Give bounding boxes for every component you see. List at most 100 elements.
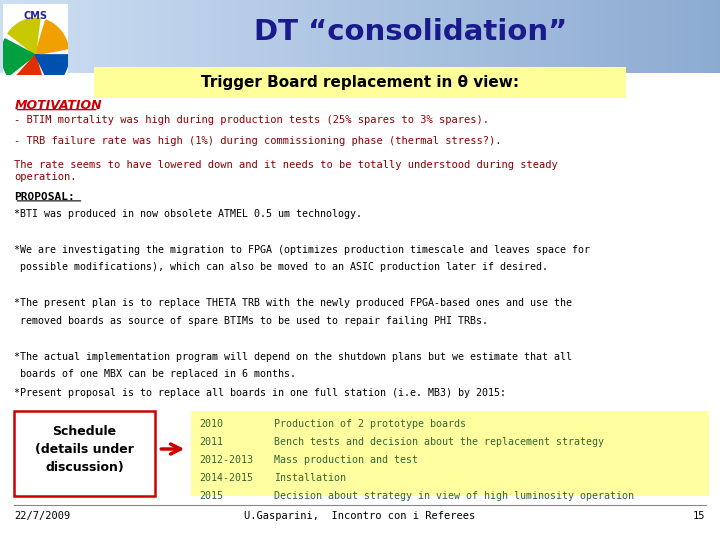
Wedge shape bbox=[1, 39, 35, 76]
Bar bbox=[408, 0, 415, 73]
Bar bbox=[630, 0, 637, 73]
Bar bbox=[558, 0, 565, 73]
Bar bbox=[510, 0, 518, 73]
Bar bbox=[264, 0, 271, 73]
Bar bbox=[180, 0, 187, 73]
Bar bbox=[150, 0, 158, 73]
Text: 15: 15 bbox=[693, 511, 706, 521]
Bar bbox=[690, 0, 698, 73]
Bar bbox=[312, 0, 320, 73]
Bar bbox=[288, 0, 295, 73]
Bar bbox=[96, 0, 104, 73]
Wedge shape bbox=[35, 55, 69, 87]
Text: 2014-2015: 2014-2015 bbox=[199, 473, 253, 483]
Text: Production of 2 prototype boards: Production of 2 prototype boards bbox=[274, 420, 466, 429]
Bar bbox=[432, 0, 439, 73]
Bar bbox=[102, 0, 109, 73]
Bar bbox=[276, 0, 284, 73]
Bar bbox=[618, 0, 626, 73]
Bar bbox=[246, 0, 253, 73]
Bar bbox=[216, 0, 223, 73]
Bar bbox=[516, 0, 523, 73]
Bar bbox=[468, 0, 475, 73]
Bar bbox=[708, 0, 716, 73]
Bar bbox=[30, 0, 37, 73]
Bar bbox=[120, 0, 127, 73]
Bar bbox=[258, 0, 266, 73]
Bar bbox=[672, 0, 680, 73]
Text: - BTIM mortality was high during production tests (25% spares to 3% spares).: - BTIM mortality was high during product… bbox=[14, 115, 490, 125]
Wedge shape bbox=[35, 20, 68, 55]
Bar bbox=[42, 0, 50, 73]
Text: 2015: 2015 bbox=[199, 491, 223, 501]
Bar bbox=[336, 0, 343, 73]
Bar bbox=[498, 0, 505, 73]
Wedge shape bbox=[8, 18, 40, 55]
Text: *The present plan is to replace THETA TRB with the newly produced FPGA-based one: *The present plan is to replace THETA TR… bbox=[14, 298, 572, 308]
Bar bbox=[420, 0, 428, 73]
Bar bbox=[660, 0, 667, 73]
Bar bbox=[678, 0, 685, 73]
Bar bbox=[354, 0, 361, 73]
Bar bbox=[492, 0, 500, 73]
Bar bbox=[606, 0, 613, 73]
Bar bbox=[450, 0, 457, 73]
Bar bbox=[378, 0, 385, 73]
Bar bbox=[252, 0, 259, 73]
Text: Decision about strategy in view of high luminosity operation: Decision about strategy in view of high … bbox=[274, 491, 634, 501]
Bar bbox=[588, 0, 595, 73]
Bar bbox=[168, 0, 176, 73]
Text: Schedule
(details under
discussion): Schedule (details under discussion) bbox=[35, 424, 134, 474]
Bar bbox=[300, 0, 307, 73]
Bar bbox=[156, 0, 163, 73]
Bar bbox=[186, 0, 194, 73]
Bar bbox=[534, 0, 541, 73]
Bar bbox=[642, 0, 649, 73]
Bar bbox=[210, 0, 217, 73]
Text: CMS: CMS bbox=[23, 11, 48, 21]
Bar bbox=[198, 0, 205, 73]
Bar bbox=[144, 0, 151, 73]
Bar bbox=[552, 0, 559, 73]
Bar bbox=[372, 0, 379, 73]
Bar bbox=[528, 0, 536, 73]
Bar bbox=[348, 0, 356, 73]
Bar bbox=[402, 0, 410, 73]
Bar bbox=[192, 0, 199, 73]
Text: removed boards as source of spare BTIMs to be used to repair failing PHI TRBs.: removed boards as source of spare BTIMs … bbox=[14, 316, 488, 326]
Bar bbox=[390, 0, 397, 73]
Bar bbox=[438, 0, 446, 73]
Bar bbox=[174, 0, 181, 73]
Bar bbox=[648, 0, 655, 73]
Text: *Present proposal is to replace all boards in one full station (i.e. MB3) by 201: *Present proposal is to replace all boar… bbox=[14, 388, 506, 399]
Bar bbox=[191, 411, 709, 496]
Bar bbox=[282, 0, 289, 73]
Bar bbox=[564, 0, 572, 73]
Bar bbox=[234, 0, 241, 73]
Bar bbox=[126, 0, 133, 73]
Bar bbox=[456, 0, 464, 73]
Bar bbox=[594, 0, 601, 73]
Text: *BTI was produced in now obsolete ATMEL 0.5 um technology.: *BTI was produced in now obsolete ATMEL … bbox=[14, 209, 362, 219]
Bar bbox=[702, 0, 709, 73]
Bar bbox=[54, 0, 61, 73]
Text: Bench tests and decision about the replacement strategy: Bench tests and decision about the repla… bbox=[274, 437, 603, 447]
Text: The rate seems to have lowered down and it needs to be totally understood during: The rate seems to have lowered down and … bbox=[14, 160, 558, 170]
Bar bbox=[12, 0, 19, 73]
Bar bbox=[444, 0, 451, 73]
Bar bbox=[654, 0, 662, 73]
Bar bbox=[486, 0, 493, 73]
Text: 2012-2013: 2012-2013 bbox=[199, 455, 253, 465]
Bar bbox=[72, 0, 79, 73]
Bar bbox=[612, 0, 619, 73]
Text: Trigger Board replacement in θ view:: Trigger Board replacement in θ view: bbox=[201, 75, 519, 90]
Bar bbox=[624, 0, 631, 73]
Bar bbox=[546, 0, 554, 73]
Bar bbox=[396, 0, 403, 73]
Bar bbox=[540, 0, 547, 73]
Text: possible modifications), which can also be moved to an ASIC production later if : possible modifications), which can also … bbox=[14, 262, 549, 273]
Text: 22/7/2009: 22/7/2009 bbox=[14, 511, 71, 521]
Text: boards of one MBX can be replaced in 6 months.: boards of one MBX can be replaced in 6 m… bbox=[14, 369, 297, 380]
Bar bbox=[330, 0, 338, 73]
Bar bbox=[474, 0, 482, 73]
